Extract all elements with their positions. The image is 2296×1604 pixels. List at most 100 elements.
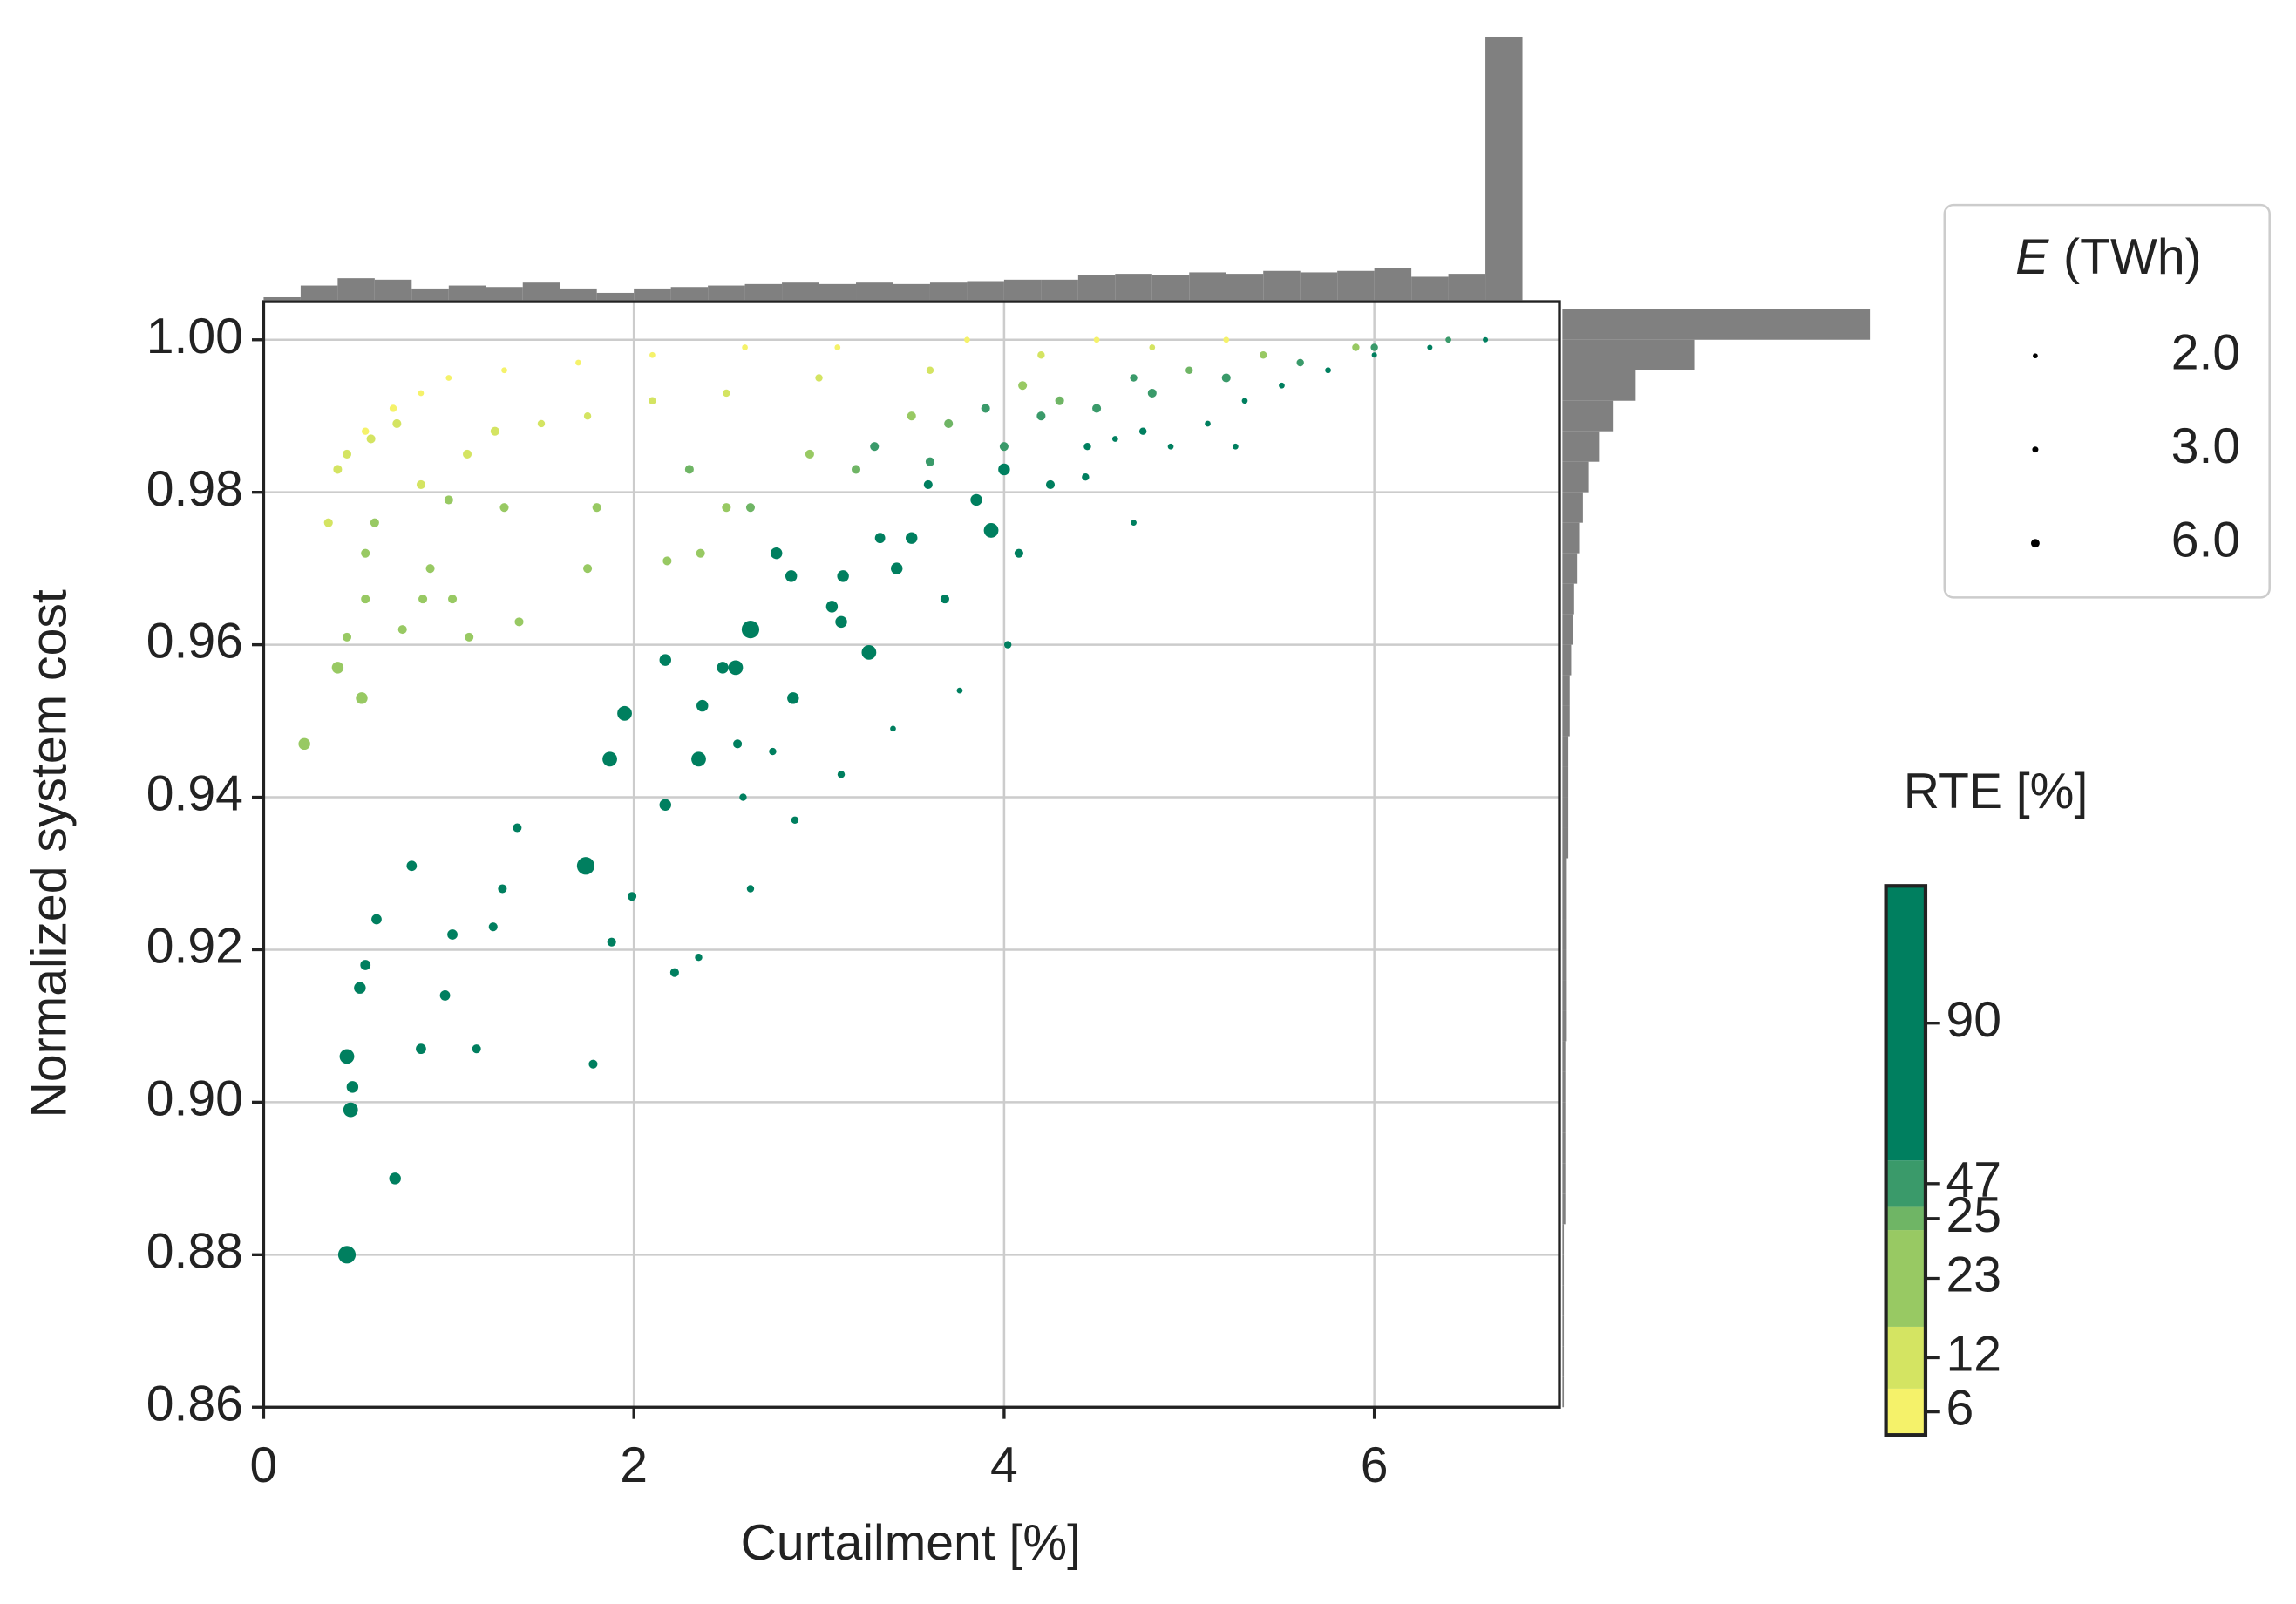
point	[728, 660, 744, 676]
y-hist-bar	[1562, 1285, 1565, 1316]
point	[1138, 427, 1147, 435]
point	[617, 705, 632, 721]
point	[490, 426, 499, 436]
point	[733, 739, 743, 749]
y-hist-bar	[1562, 1163, 1566, 1194]
point	[891, 562, 903, 574]
point	[1131, 520, 1137, 527]
point	[1223, 336, 1230, 343]
y-hist-bar	[1562, 980, 1567, 1011]
point	[1205, 420, 1211, 427]
point	[1185, 366, 1193, 374]
point	[1014, 548, 1023, 558]
colorbar-segment	[1885, 1230, 1926, 1327]
colorbar-tick-label: 6	[1946, 1381, 1973, 1437]
point	[576, 857, 595, 875]
point	[356, 692, 368, 704]
point	[723, 389, 730, 398]
point	[1055, 396, 1064, 405]
point	[956, 687, 963, 694]
y-tick-label: 0.86	[146, 1376, 243, 1431]
point	[346, 1081, 359, 1093]
point	[397, 625, 407, 635]
point	[361, 548, 370, 558]
point	[1241, 398, 1248, 404]
point	[602, 751, 617, 767]
point	[514, 617, 524, 627]
point	[1018, 381, 1028, 391]
y-hist-bar	[1562, 644, 1572, 676]
y-hist-bar	[1562, 461, 1589, 493]
x-hist-bar	[1263, 270, 1301, 301]
x-hist-bar	[1374, 268, 1412, 301]
point	[696, 548, 705, 558]
y-hist-bar	[1562, 949, 1567, 981]
point	[362, 427, 370, 435]
point	[371, 914, 382, 925]
colorbar-frame	[1884, 884, 1928, 1437]
x-hist-bar	[782, 282, 819, 301]
legend-marker	[2032, 446, 2039, 453]
y-hist-bar	[1562, 827, 1569, 859]
point	[501, 367, 507, 374]
point	[1045, 479, 1056, 489]
x-hist-bar	[1448, 274, 1486, 301]
point	[498, 884, 507, 894]
y-tick-label: 1.00	[146, 309, 243, 364]
point	[298, 737, 310, 751]
y-hist-bar	[1562, 736, 1569, 767]
x-hist-bar	[1226, 274, 1264, 301]
y-hist-bar	[1562, 614, 1573, 645]
x-hist-bar	[337, 278, 375, 301]
x-hist-bar	[1337, 270, 1375, 301]
y-tick-label: 0.92	[146, 919, 243, 975]
y-hist-bar	[1562, 766, 1569, 798]
point	[1296, 358, 1304, 367]
plot-frame	[262, 300, 1561, 1409]
x-hist-bar	[819, 283, 857, 301]
y-hist-bar	[1562, 492, 1583, 523]
y-hist-bar	[1562, 705, 1570, 737]
x-hist-bar	[1151, 275, 1190, 301]
point	[691, 751, 706, 767]
y-hist-bar	[1562, 400, 1614, 432]
point	[337, 1246, 357, 1264]
colorbar-segment	[1885, 1326, 1926, 1389]
point	[354, 982, 366, 994]
point	[861, 644, 877, 660]
legend-marker	[2033, 353, 2038, 359]
point	[339, 1049, 355, 1064]
point	[323, 518, 333, 527]
legend-title-symbol: E	[2015, 229, 2049, 285]
point	[907, 411, 916, 421]
point	[1279, 382, 1285, 389]
point	[925, 457, 934, 466]
point	[742, 344, 748, 350]
point	[607, 937, 616, 947]
point	[418, 390, 425, 397]
point	[389, 404, 397, 412]
point	[835, 615, 847, 629]
point	[425, 564, 435, 574]
point	[815, 374, 823, 382]
point	[416, 479, 425, 489]
point	[462, 449, 472, 459]
point	[592, 503, 601, 513]
y-hist-bar	[1562, 1193, 1566, 1225]
point	[1036, 411, 1046, 421]
x-hist-bar	[486, 287, 523, 301]
point	[746, 885, 755, 893]
x-hist-bar	[374, 279, 412, 301]
x-hist-bar	[634, 288, 671, 301]
point	[791, 816, 799, 824]
point	[649, 397, 656, 404]
colorbar-tick-label: 12	[1946, 1327, 2001, 1383]
colorbar-tick-label: 47	[1946, 1152, 2001, 1208]
y-tick-label: 0.88	[146, 1223, 243, 1279]
point	[331, 662, 344, 674]
point	[392, 418, 402, 429]
colorbar-segment	[1885, 1206, 1926, 1231]
point	[787, 692, 799, 704]
point	[588, 1059, 598, 1069]
